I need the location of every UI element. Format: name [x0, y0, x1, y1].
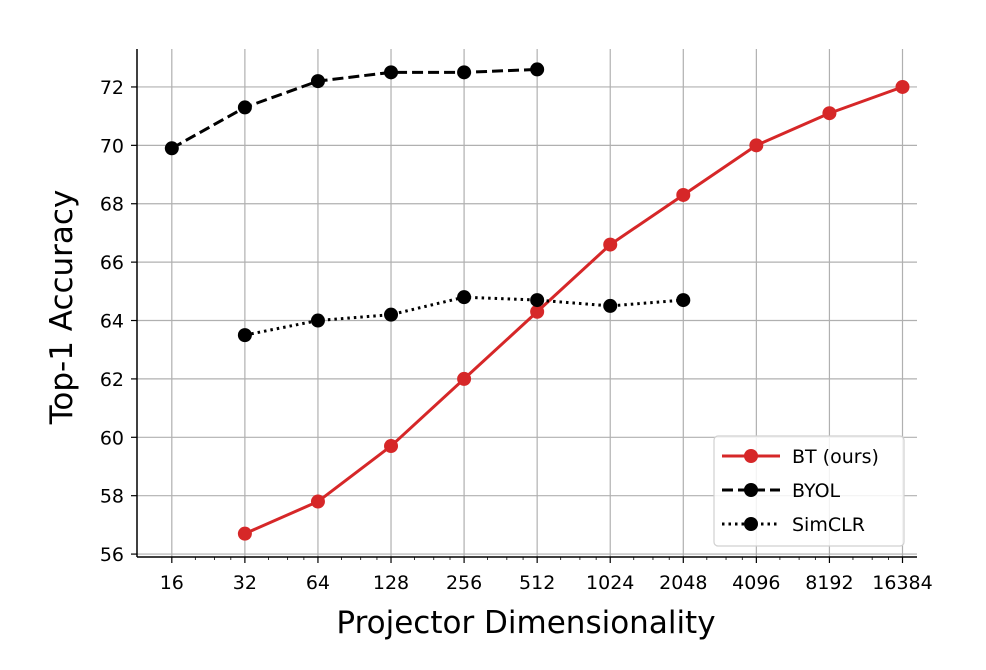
legend-marker — [744, 483, 758, 497]
y-tick-labels: 56 58 60 62 64 66 68 70 72 — [100, 77, 124, 566]
x-tick-label: 8192 — [805, 572, 853, 594]
series-line — [171, 67, 538, 150]
x-tick-label: 4096 — [732, 572, 780, 594]
data-point — [603, 237, 618, 252]
legend-marker — [744, 449, 758, 463]
legend-marker — [744, 517, 758, 531]
data-point — [457, 65, 472, 80]
legend-label: BT (ours) — [792, 446, 879, 468]
data-point — [310, 494, 325, 509]
x-tick-label: 16384 — [872, 572, 932, 594]
x-tick-label: 32 — [233, 572, 257, 594]
data-point — [457, 290, 472, 305]
data-point — [530, 304, 545, 319]
legend-box — [713, 435, 905, 547]
data-point — [237, 100, 252, 115]
data-point — [895, 79, 910, 94]
y-tick-label: 60 — [100, 427, 124, 449]
y-tick-label: 62 — [100, 369, 124, 391]
legend: BT (ours) BYOL SimCLR — [713, 435, 905, 547]
data-point — [676, 293, 691, 308]
data-point — [237, 526, 252, 541]
x-axis-label: Projector Dimensionality — [336, 605, 715, 641]
x-tick-label: 256 — [446, 572, 482, 594]
y-tick-label: 58 — [100, 486, 124, 508]
plot-area — [164, 62, 910, 541]
data-point — [384, 65, 399, 80]
x-tick-label: 16 — [160, 572, 184, 594]
legend-label: BYOL — [792, 480, 841, 502]
data-point — [310, 74, 325, 89]
y-tick-label: 72 — [100, 77, 124, 99]
y-tick-label: 70 — [100, 135, 124, 157]
data-point — [530, 62, 545, 77]
data-point — [676, 187, 691, 202]
y-tick-label: 66 — [100, 252, 124, 274]
legend-label: SimCLR — [792, 514, 865, 536]
x-tick-label: 128 — [373, 572, 409, 594]
y-axis-label: Top-1 Accuracy — [44, 190, 80, 426]
x-tick-label: 64 — [306, 572, 330, 594]
data-point — [603, 298, 618, 313]
data-point — [822, 106, 837, 121]
series-0 — [237, 79, 910, 541]
data-point — [384, 307, 399, 322]
y-tick-label: 64 — [100, 311, 124, 333]
data-point — [164, 141, 179, 156]
series-1 — [164, 62, 545, 156]
data-point — [384, 439, 399, 454]
x-tick-label: 512 — [519, 572, 555, 594]
y-tick-label: 68 — [100, 194, 124, 216]
series-line — [244, 85, 904, 536]
series-2 — [237, 290, 691, 343]
data-point — [237, 328, 252, 343]
data-point — [749, 138, 764, 153]
axes — [131, 49, 917, 563]
x-tick-label: 2048 — [659, 572, 707, 594]
x-tick-label: 1024 — [586, 572, 634, 594]
data-point — [530, 293, 545, 308]
data-point — [310, 313, 325, 328]
y-tick-label: 56 — [100, 544, 124, 566]
x-tick-labels: 16 32 64 128 256 512 1024 2048 4096 8192 16384 — [160, 572, 933, 594]
data-point — [457, 371, 472, 386]
